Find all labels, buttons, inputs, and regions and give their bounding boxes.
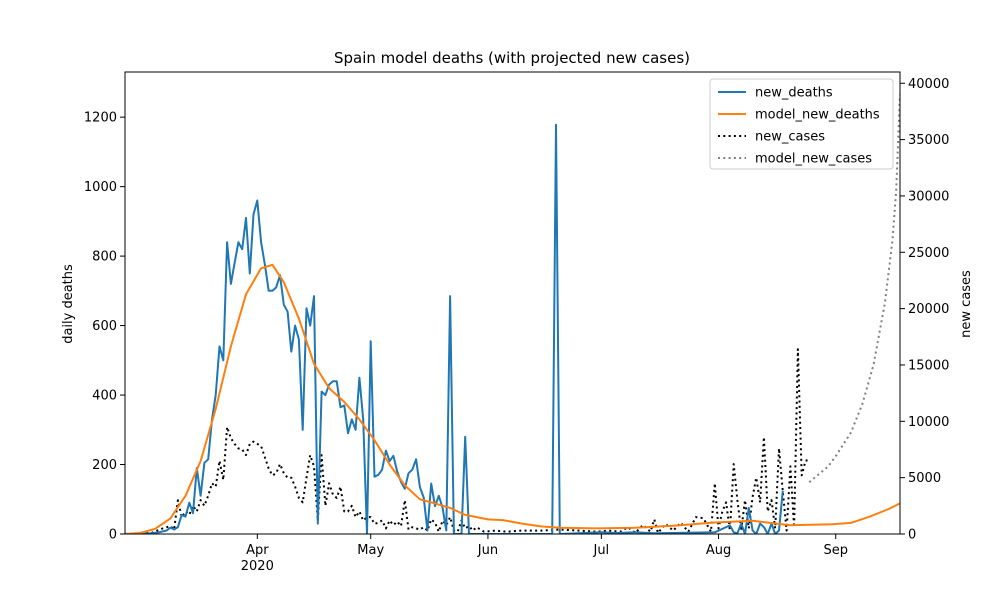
y-axis-label: daily deaths xyxy=(61,264,76,344)
y-tick-label: 0 xyxy=(109,528,117,543)
series-line-model_new_cases xyxy=(808,94,900,483)
series-layer xyxy=(125,94,900,534)
x-tick-label: Aug xyxy=(706,543,731,558)
legend-box xyxy=(709,78,894,170)
y-tick-label: 400 xyxy=(92,389,117,404)
y-tick-label: 800 xyxy=(92,250,117,265)
x-tick-label: Sep xyxy=(823,543,848,558)
y2-tick-label: 25000 xyxy=(908,246,949,261)
x-tick-label: Jul xyxy=(592,543,609,558)
y2-axis-label: new cases xyxy=(959,270,974,338)
x-tick-label: May xyxy=(357,543,384,558)
axes-layer: 0 200 400 600 800 1000 1200 0 5000 10000 15000 2000… xyxy=(84,71,949,574)
plot-frame xyxy=(124,71,901,535)
y2-tick-label: 5000 xyxy=(908,471,941,486)
y-tick-label: 1200 xyxy=(84,111,117,126)
y-tick-label: 200 xyxy=(92,458,117,473)
y2-tick-label: 20000 xyxy=(908,302,949,317)
legend-label-model_new_deaths: model_new_deaths xyxy=(755,108,880,123)
legend-label-new_cases: new_cases xyxy=(755,130,825,145)
x-tick-sublabel: 2020 xyxy=(241,559,274,574)
series-line-new_deaths xyxy=(125,123,784,534)
y2-tick-label: 0 xyxy=(908,528,916,543)
y2-tick-label: 30000 xyxy=(908,189,949,204)
y-tick-label: 600 xyxy=(92,319,117,334)
y2-tick-label: 10000 xyxy=(908,415,949,430)
series-line-model_new_deaths xyxy=(125,263,900,534)
legend-label-new_deaths: new_deaths xyxy=(755,86,833,101)
y2-tick-label: 15000 xyxy=(908,358,949,373)
x-tick-label: Apr xyxy=(246,543,269,558)
y-tick-label: 1000 xyxy=(84,180,117,195)
legend: new_deaths model_new_deaths new_casesmodel… xyxy=(709,78,894,170)
y2-tick-label: 40000 xyxy=(908,77,949,92)
y2-tick-label: 35000 xyxy=(908,133,949,148)
chart-title: Spain model deaths (with projected new c… xyxy=(334,49,690,67)
x-tick-label: Jun xyxy=(477,543,498,558)
legend-label-model_new_cases: model_new_cases xyxy=(755,152,872,167)
